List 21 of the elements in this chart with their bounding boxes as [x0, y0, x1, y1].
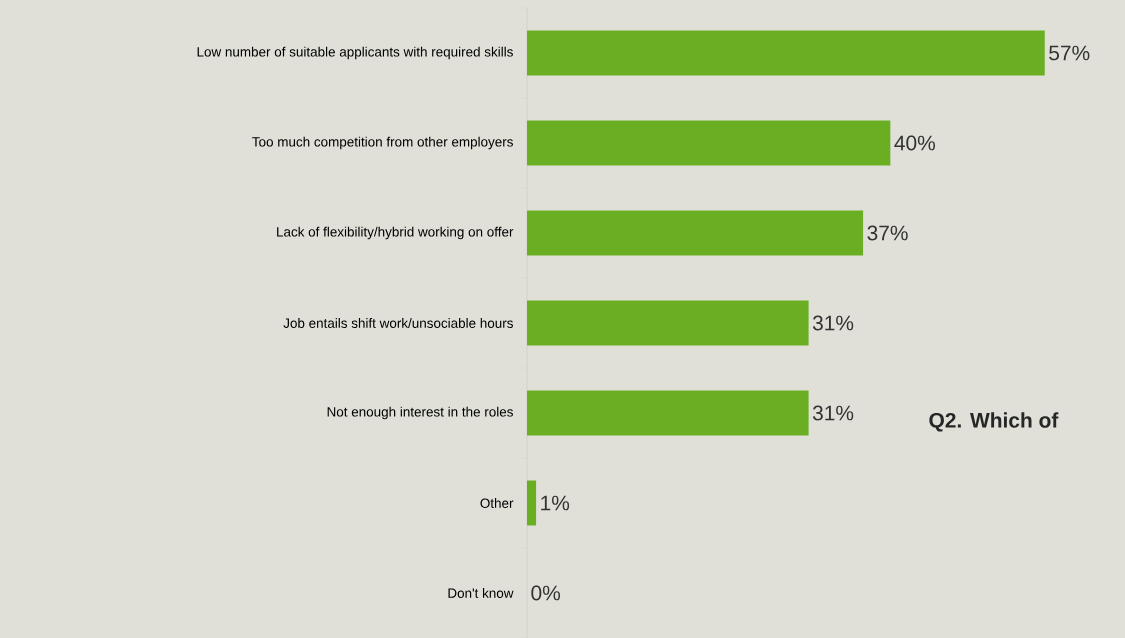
y-tick-label: Low number of suitable applicants with required skills	[197, 46, 513, 60]
data-label: 40%	[894, 135, 935, 151]
y-tick-label: Not enough interest in the roles	[327, 406, 513, 420]
data-label: 1%	[541, 495, 570, 511]
y-tick-label: Don't know	[448, 587, 514, 598]
data-label: 31%	[812, 315, 854, 331]
bar	[527, 30, 1045, 76]
bar	[527, 210, 864, 256]
data-label: 37%	[867, 225, 908, 241]
data-label: 31%	[812, 405, 854, 421]
bar	[527, 120, 891, 166]
bar	[527, 390, 809, 436]
y-tick-label: Too much competition from other employers	[252, 136, 513, 150]
bar	[527, 300, 809, 346]
y-tick-label: Lack of flexibility/hybrid working on offer	[277, 226, 514, 240]
bar	[527, 480, 537, 526]
data-label: 57%	[1049, 45, 1090, 61]
y-tick-label: Job entails shift work/unsociable hours	[283, 317, 513, 328]
data-label: 0%	[531, 585, 561, 601]
annotation: Q2. Which of	[929, 412, 1059, 432]
y-tick-label: Other	[480, 497, 514, 508]
